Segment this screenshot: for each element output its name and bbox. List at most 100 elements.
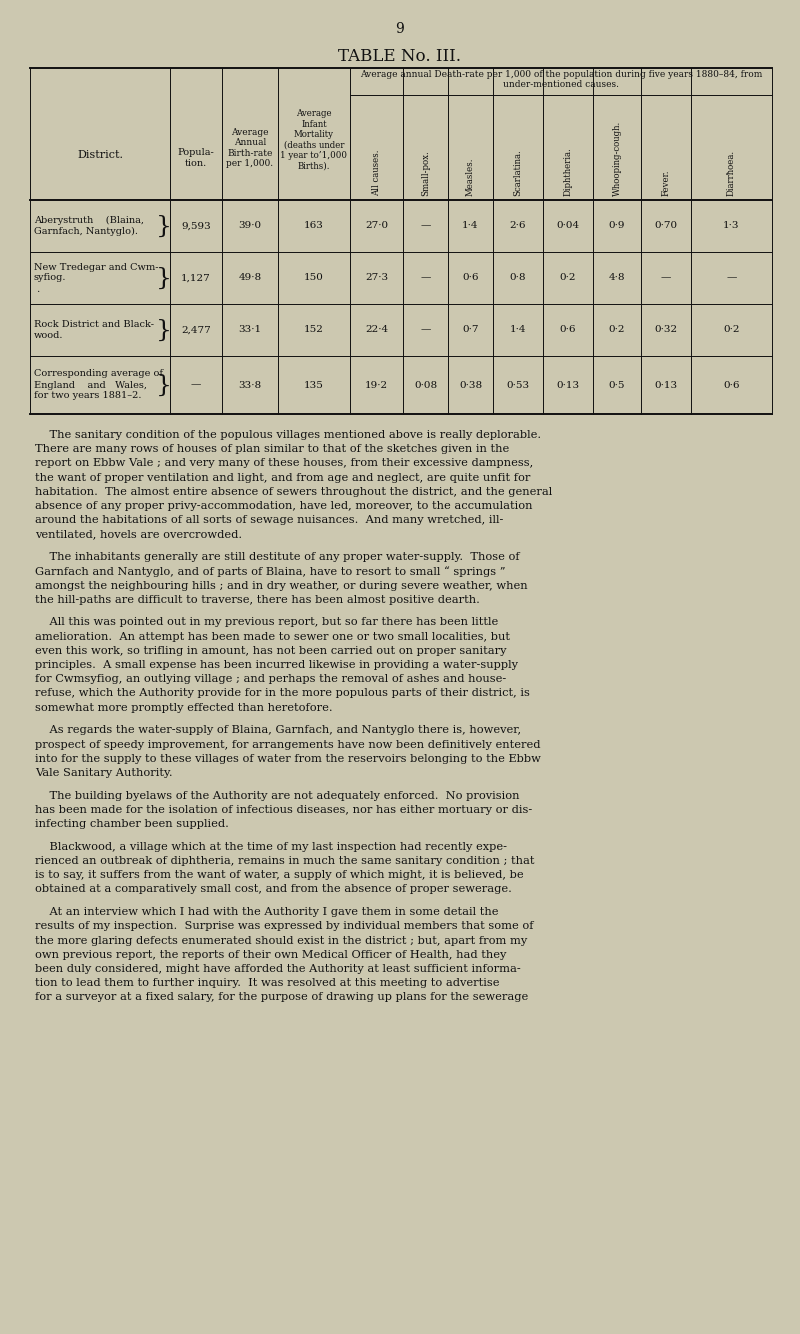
Text: 1·4: 1·4: [462, 221, 478, 231]
Text: Average annual Death-rate per 1,000 of the population during five years 1880–84,: Average annual Death-rate per 1,000 of t…: [360, 69, 762, 89]
Text: }: }: [156, 374, 172, 396]
Text: Aberystruth    (Blaina,: Aberystruth (Blaina,: [34, 216, 144, 225]
Text: 0·2: 0·2: [560, 273, 576, 283]
Text: absence of any proper privy-accommodation, have led, moreover, to the accumulati: absence of any proper privy-accommodatio…: [35, 502, 533, 511]
Text: 1·4: 1·4: [510, 325, 526, 335]
Text: for two years 1881–2.: for two years 1881–2.: [34, 391, 142, 400]
Text: infecting chamber been supplied.: infecting chamber been supplied.: [35, 819, 229, 828]
Text: own previous report, the reports of their own Medical Officer of Health, had the: own previous report, the reports of thei…: [35, 950, 506, 959]
Text: District.: District.: [77, 149, 123, 160]
Text: 0·04: 0·04: [557, 221, 579, 231]
Text: 152: 152: [304, 325, 324, 335]
Text: Corresponding average of: Corresponding average of: [34, 370, 163, 379]
Text: TABLE No. III.: TABLE No. III.: [338, 48, 462, 65]
Text: somewhat more promptly effected than heretofore.: somewhat more promptly effected than her…: [35, 703, 333, 712]
Text: been duly considered, might have afforded the Authority at least sufficient info: been duly considered, might have afforde…: [35, 964, 521, 974]
Text: tion to lead them to further inquiry.  It was resolved at this meeting to advert: tion to lead them to further inquiry. It…: [35, 978, 499, 988]
Text: obtained at a comparatively small cost, and from the absence of proper sewerage.: obtained at a comparatively small cost, …: [35, 884, 512, 894]
Text: 0·38: 0·38: [459, 380, 482, 390]
Text: Vale Sanitary Authority.: Vale Sanitary Authority.: [35, 768, 173, 778]
Text: —: —: [420, 221, 430, 231]
Text: Measles.: Measles.: [466, 157, 475, 196]
Text: rienced an outbreak of diphtheria, remains in much the same sanitary condition ;: rienced an outbreak of diphtheria, remai…: [35, 856, 534, 866]
Text: amelioration.  An attempt has been made to sewer one or two small localities, bu: amelioration. An attempt has been made t…: [35, 631, 510, 642]
Text: Whooping-cough.: Whooping-cough.: [613, 121, 622, 196]
Text: 0·53: 0·53: [506, 380, 530, 390]
Text: 1·3: 1·3: [723, 221, 740, 231]
Text: 4·8: 4·8: [609, 273, 626, 283]
Text: 0·08: 0·08: [414, 380, 437, 390]
Text: }: }: [156, 267, 172, 289]
Text: the want of proper ventilation and light, and from age and neglect, are quite un: the want of proper ventilation and light…: [35, 472, 530, 483]
Text: habitation.  The almost entire absence of sewers throughout the district, and th: habitation. The almost entire absence of…: [35, 487, 552, 496]
Text: has been made for the isolation of infectious diseases, nor has either mortuary : has been made for the isolation of infec…: [35, 804, 532, 815]
Text: into for the supply to these villages of water from the reservoirs belonging to : into for the supply to these villages of…: [35, 754, 541, 764]
Text: 0·2: 0·2: [723, 325, 740, 335]
Text: 27·3: 27·3: [365, 273, 388, 283]
Text: 0·7: 0·7: [462, 325, 478, 335]
Text: principles.  A small expense has been incurred likewise in providing a water-sup: principles. A small expense has been inc…: [35, 660, 518, 670]
Text: 0·32: 0·32: [654, 325, 678, 335]
Text: Blackwood, a village which at the time of my last inspection had recently expe-: Blackwood, a village which at the time o…: [35, 842, 507, 852]
Text: All causes.: All causes.: [372, 149, 381, 196]
Text: 19·2: 19·2: [365, 380, 388, 390]
Text: —: —: [191, 380, 201, 390]
Text: the hill-paths are difficult to traverse, there has been almost positive dearth.: the hill-paths are difficult to traverse…: [35, 595, 480, 604]
Text: 0·13: 0·13: [654, 380, 678, 390]
Text: 163: 163: [304, 221, 324, 231]
Text: 9,593: 9,593: [181, 221, 211, 231]
Text: —: —: [661, 273, 671, 283]
Text: 0·6: 0·6: [462, 273, 478, 283]
Text: .: .: [34, 284, 40, 293]
Text: Average
Annual
Birth-rate
per 1,000.: Average Annual Birth-rate per 1,000.: [226, 128, 274, 168]
Text: 1,127: 1,127: [181, 273, 211, 283]
Text: 9: 9: [396, 21, 404, 36]
Text: 27·0: 27·0: [365, 221, 388, 231]
Text: }: }: [156, 319, 172, 342]
Text: 0·13: 0·13: [557, 380, 579, 390]
Text: 0·5: 0·5: [609, 380, 626, 390]
Text: At an interview which I had with the Authority I gave them in some detail the: At an interview which I had with the Aut…: [35, 907, 498, 916]
Text: 135: 135: [304, 380, 324, 390]
Text: 39·0: 39·0: [238, 221, 262, 231]
Text: —: —: [420, 273, 430, 283]
Text: 2·6: 2·6: [510, 221, 526, 231]
Text: 49·8: 49·8: [238, 273, 262, 283]
Text: Average
Infant
Mortality
(deaths under
1 year to’1,000
Births).: Average Infant Mortality (deaths under 1…: [281, 109, 347, 171]
Text: 0·70: 0·70: [654, 221, 678, 231]
Text: New Tredegar and Cwm-: New Tredegar and Cwm-: [34, 263, 158, 272]
Text: refuse, which the Authority provide for in the more populous parts of their dist: refuse, which the Authority provide for …: [35, 688, 530, 699]
Text: 0·6: 0·6: [560, 325, 576, 335]
Text: Garnfach and Nantyglo, and of parts of Blaina, have to resort to small “ springs: Garnfach and Nantyglo, and of parts of B…: [35, 567, 506, 578]
Text: 2,477: 2,477: [181, 325, 211, 335]
Text: ventilated, hovels are overcrowded.: ventilated, hovels are overcrowded.: [35, 530, 242, 539]
Text: 0·6: 0·6: [723, 380, 740, 390]
Text: —: —: [726, 273, 737, 283]
Text: The building byelaws of the Authority are not adequately enforced.  No provision: The building byelaws of the Authority ar…: [35, 791, 519, 800]
Text: syfiog.: syfiog.: [34, 273, 66, 283]
Text: Rock District and Black-: Rock District and Black-: [34, 320, 154, 329]
Text: All this was pointed out in my previous report, but so far there has been little: All this was pointed out in my previous …: [35, 618, 498, 627]
Text: 33·8: 33·8: [238, 380, 262, 390]
Text: 150: 150: [304, 273, 324, 283]
Text: 33·1: 33·1: [238, 325, 262, 335]
Text: the more glaring defects enumerated should exist in the district ; but, apart fr: the more glaring defects enumerated shou…: [35, 935, 527, 946]
Text: is to say, it suffers from the want of water, a supply of which might, it is bel: is to say, it suffers from the want of w…: [35, 870, 524, 880]
Text: England    and   Wales,: England and Wales,: [34, 380, 147, 390]
Text: Popula-
tion.: Popula- tion.: [178, 148, 214, 168]
Text: —: —: [420, 325, 430, 335]
Text: Fever.: Fever.: [662, 169, 670, 196]
Text: As regards the water-supply of Blaina, Garnfach, and Nantyglo there is, however,: As regards the water-supply of Blaina, G…: [35, 726, 521, 735]
Text: around the habitations of all sorts of sewage nuisances.  And many wretched, ill: around the habitations of all sorts of s…: [35, 515, 503, 526]
Text: for Cwmsyfiog, an outlying village ; and perhaps the removal of ashes and house-: for Cwmsyfiog, an outlying village ; and…: [35, 674, 506, 684]
Text: 0·9: 0·9: [609, 221, 626, 231]
Text: Diphtheria.: Diphtheria.: [563, 147, 573, 196]
Text: Diarrħoea.: Diarrħoea.: [727, 149, 736, 196]
Text: The sanitary condition of the populous villages mentioned above is really deplor: The sanitary condition of the populous v…: [35, 430, 541, 440]
Text: There are many rows of houses of plan similar to that of the sketches given in t: There are many rows of houses of plan si…: [35, 444, 510, 454]
Text: report on Ebbw Vale ; and very many of these houses, from their excessive dampne: report on Ebbw Vale ; and very many of t…: [35, 459, 534, 468]
Text: Scarlatina.: Scarlatina.: [514, 149, 522, 196]
Text: amongst the neighbouring hills ; and in dry weather, or during severe weather, w: amongst the neighbouring hills ; and in …: [35, 580, 528, 591]
Text: 0·2: 0·2: [609, 325, 626, 335]
Text: Garnfach, Nantyglo).: Garnfach, Nantyglo).: [34, 227, 138, 236]
